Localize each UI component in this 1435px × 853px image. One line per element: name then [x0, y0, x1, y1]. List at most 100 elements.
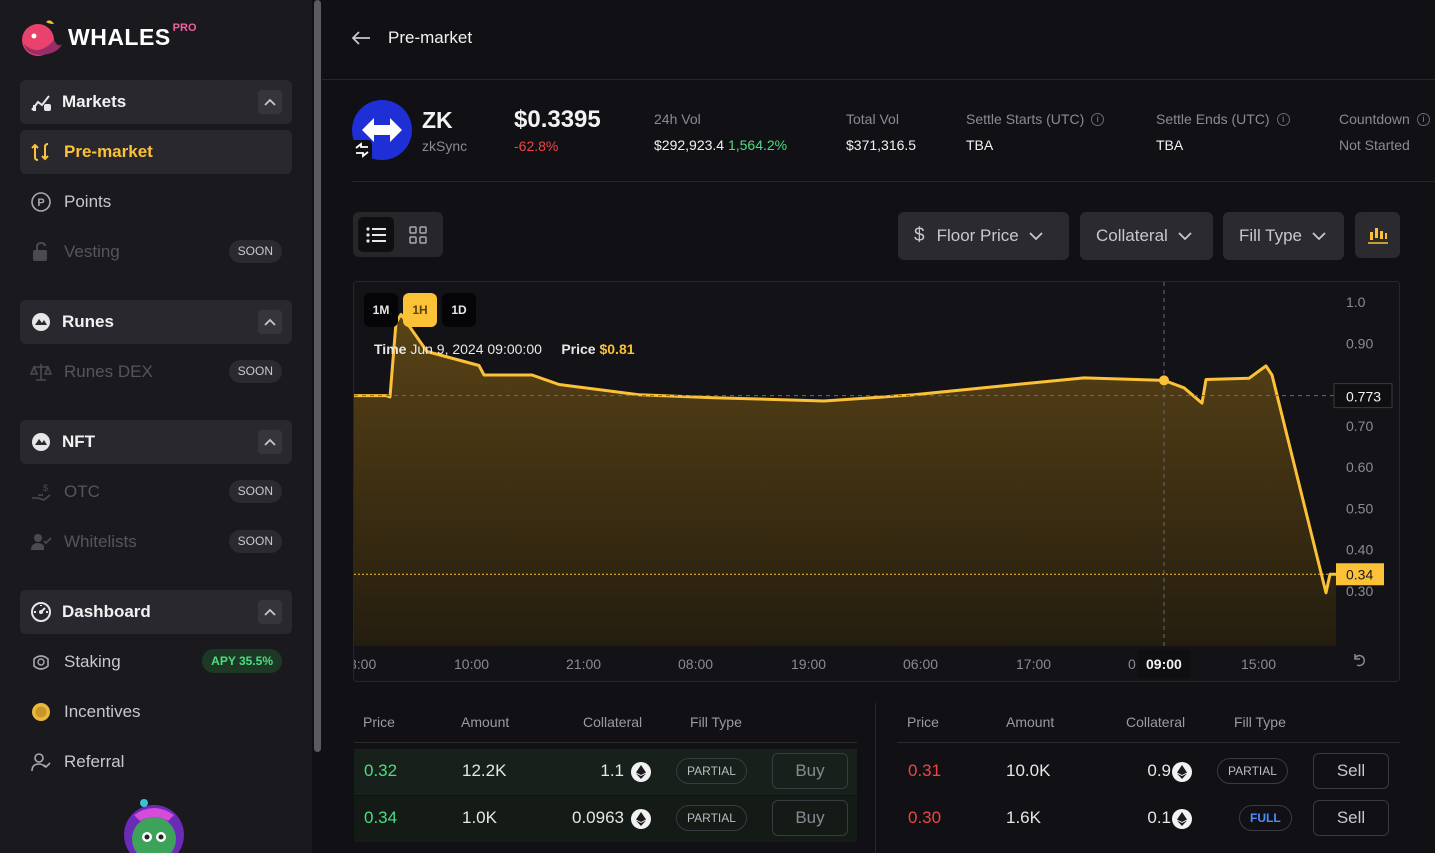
price-chart[interactable]: 1.0 0.90 0.70 0.60 0.50 0.40 0.30 0.773 0.34 3:00…	[353, 281, 1400, 682]
whale-logo-icon	[22, 20, 62, 56]
back-arrow-icon[interactable]	[350, 28, 372, 48]
markets-icon	[30, 91, 52, 113]
info-icon[interactable]: i	[1091, 112, 1105, 126]
stat-settle-starts: Settle Starts (UTC) i TBA	[966, 111, 1105, 153]
timeframe-1h[interactable]: 1H	[403, 293, 437, 327]
buy-orders-table: Price Amount Collateral Fill Type 0.32 1…	[354, 700, 857, 853]
table-row[interactable]: 0.34 1.0K 0.0963 PARTIAL Buy	[354, 796, 857, 842]
brand-badge: PRO	[172, 22, 197, 34]
apy-badge: APY 35.5%	[202, 649, 282, 673]
chart-area-fill	[354, 314, 1336, 646]
chevron-up-icon[interactable]	[258, 430, 282, 454]
stat-value: Not Started	[1339, 137, 1410, 153]
collateral-dropdown[interactable]: Collateral	[1080, 212, 1213, 260]
eth-icon	[1172, 809, 1192, 829]
price-chart-svg: 1.0 0.90 0.70 0.60 0.50 0.40 0.30 0.773 0.34 3:00…	[354, 282, 1393, 678]
tooltip-price-value: $0.81	[599, 341, 635, 357]
dashboard-icon	[30, 601, 52, 623]
chevron-up-icon[interactable]	[258, 600, 282, 624]
floor-price-dropdown[interactable]: $ Floor Price	[898, 212, 1069, 260]
brand-logo[interactable]: WHALES PRO	[18, 18, 197, 56]
sidebar-scrollbar[interactable]	[313, 0, 322, 853]
sidebar-item-referral[interactable]: Referral	[20, 740, 292, 784]
chevron-up-icon[interactable]	[258, 90, 282, 114]
sidebar-item-premarket[interactable]: Pre-market	[20, 130, 292, 174]
y-tick-label: 0.50	[1346, 500, 1373, 516]
scrollbar-thumb[interactable]	[314, 0, 321, 752]
sidebar-item-label: Whitelists	[64, 532, 137, 551]
nav-group-runes[interactable]: Runes	[20, 300, 292, 344]
nft-icon	[30, 431, 52, 453]
order-price: 0.30	[908, 808, 942, 827]
list-view-button[interactable]	[358, 217, 394, 252]
sidebar-item-label: Points	[64, 192, 112, 211]
divider	[897, 742, 1400, 743]
x-tick-label: 19:00	[791, 656, 826, 672]
soon-badge: SOON	[228, 480, 282, 503]
page-title: Pre-market	[388, 28, 473, 47]
stat-label: Settle Starts (UTC)	[966, 111, 1085, 127]
main-content: Pre-market ZK zkSync $0.3395 -62.8% 24h …	[322, 0, 1435, 853]
sidebar-item-whitelists: Whitelists SOON	[20, 520, 292, 564]
table-row[interactable]: 0.32 12.2K 1.1 PARTIAL Buy	[354, 749, 857, 795]
view-toggle	[353, 212, 443, 257]
nav-group-nft[interactable]: NFT	[20, 420, 292, 464]
crosshair-y-label-box	[1333, 383, 1393, 409]
column-header-price: Price	[363, 714, 395, 730]
column-header-fill-type: Fill Type	[690, 714, 742, 730]
sell-button[interactable]: Sell	[1313, 753, 1389, 789]
stat-label: Total Vol	[846, 111, 899, 127]
last-price-label: 0.34	[1346, 566, 1373, 582]
timeframe-1m[interactable]: 1M	[364, 293, 398, 327]
last-price-label-box	[1336, 563, 1384, 586]
sell-orders-table: Price Amount Collateral Fill Type 0.31 1…	[897, 700, 1400, 853]
info-icon[interactable]: i	[1416, 112, 1430, 126]
sidebar-item-label: Pre-market	[64, 142, 153, 161]
sidebar-item-points[interactable]: P Points	[20, 180, 292, 224]
grid-icon	[409, 225, 427, 244]
eth-icon	[631, 809, 651, 829]
column-header-amount: Amount	[461, 714, 510, 730]
y-tick-label: 0.70	[1346, 418, 1373, 434]
grid-view-button[interactable]	[400, 217, 436, 252]
order-collateral: 0.0963	[572, 808, 624, 827]
x-tick-label: 10:00	[454, 656, 489, 672]
stat-total-vol: Total Vol $371,316.5	[846, 111, 916, 153]
x-tick-label: 0	[1128, 656, 1136, 672]
refresh-icon[interactable]	[1354, 654, 1366, 667]
table-row[interactable]: 0.30 1.6K 0.1 FULL Sell	[897, 796, 1400, 842]
mascot-image	[124, 799, 184, 853]
sidebar-item-label: Vesting	[64, 242, 120, 261]
sidebar-item-runes-dex: Runes DEX SOON	[20, 350, 292, 394]
zksync-logo-icon	[352, 100, 412, 160]
token-name: zkSync	[422, 138, 468, 154]
nav-group-label: Runes	[62, 312, 114, 331]
info-icon[interactable]: i	[1276, 112, 1290, 126]
staking-icon	[30, 651, 52, 673]
buy-button[interactable]: Buy	[772, 753, 848, 789]
order-price: 0.31	[908, 761, 942, 780]
buy-button[interactable]: Buy	[772, 800, 848, 836]
sidebar-item-otc: $ OTC SOON	[20, 470, 292, 514]
nav-group-markets[interactable]: Markets	[20, 80, 292, 124]
sidebar-item-incentives[interactable]: Incentives	[20, 690, 292, 734]
nav-group-dashboard[interactable]: Dashboard	[20, 590, 292, 634]
nav-group-label: Markets	[62, 92, 127, 111]
order-collateral: 0.9	[1147, 761, 1171, 780]
column-header-fill-type: Fill Type	[1234, 714, 1286, 730]
table-row[interactable]: 0.31 10.0K 0.9 PARTIAL Sell	[897, 749, 1400, 795]
soon-badge: SOON	[228, 530, 282, 553]
chevron-up-icon[interactable]	[258, 310, 282, 334]
order-amount: 1.6K	[1006, 808, 1041, 827]
filter-label: Floor Price	[936, 226, 1019, 245]
sidebar-item-staking[interactable]: Staking APY 35.5%	[20, 640, 292, 684]
stat-value: $371,316.5	[846, 137, 917, 153]
sell-button[interactable]: Sell	[1313, 800, 1389, 836]
filter-label: Collateral	[1096, 226, 1168, 245]
chart-toggle-button[interactable]	[1355, 212, 1400, 258]
fill-type-dropdown[interactable]: Fill Type	[1223, 212, 1344, 260]
timeframe-1d[interactable]: 1D	[442, 293, 476, 327]
order-amount: 12.2K	[462, 761, 507, 780]
y-tick-label: 0.30	[1346, 583, 1373, 599]
topbar: Pre-market	[322, 0, 1435, 80]
